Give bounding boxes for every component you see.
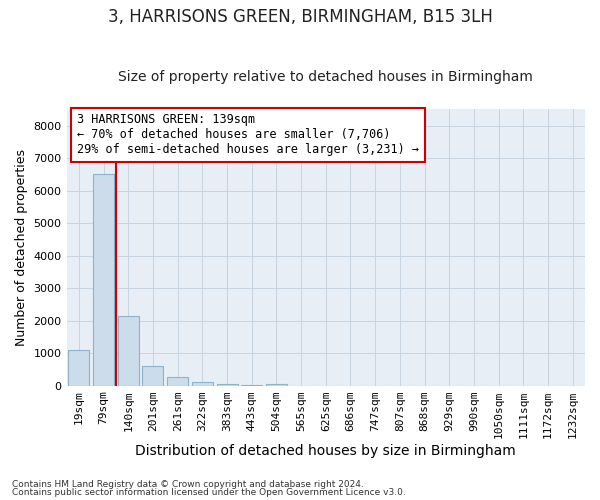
Bar [93, 174, 114, 386]
Bar [68, 350, 89, 386]
Text: 3 HARRISONS GREEN: 139sqm
← 70% of detached houses are smaller (7,706)
29% of se: 3 HARRISONS GREEN: 139sqm ← 70% of detac… [77, 114, 419, 156]
Bar [241, 384, 262, 386]
Bar [266, 384, 287, 386]
Title: Size of property relative to detached houses in Birmingham: Size of property relative to detached ho… [118, 70, 533, 85]
Bar [217, 384, 238, 386]
Text: Contains HM Land Registry data © Crown copyright and database right 2024.: Contains HM Land Registry data © Crown c… [12, 480, 364, 489]
Text: 3, HARRISONS GREEN, BIRMINGHAM, B15 3LH: 3, HARRISONS GREEN, BIRMINGHAM, B15 3LH [107, 8, 493, 26]
Bar [142, 366, 163, 386]
Y-axis label: Number of detached properties: Number of detached properties [15, 149, 28, 346]
Bar [192, 382, 213, 386]
Bar [167, 376, 188, 386]
Bar [118, 316, 139, 386]
X-axis label: Distribution of detached houses by size in Birmingham: Distribution of detached houses by size … [136, 444, 516, 458]
Text: Contains public sector information licensed under the Open Government Licence v3: Contains public sector information licen… [12, 488, 406, 497]
